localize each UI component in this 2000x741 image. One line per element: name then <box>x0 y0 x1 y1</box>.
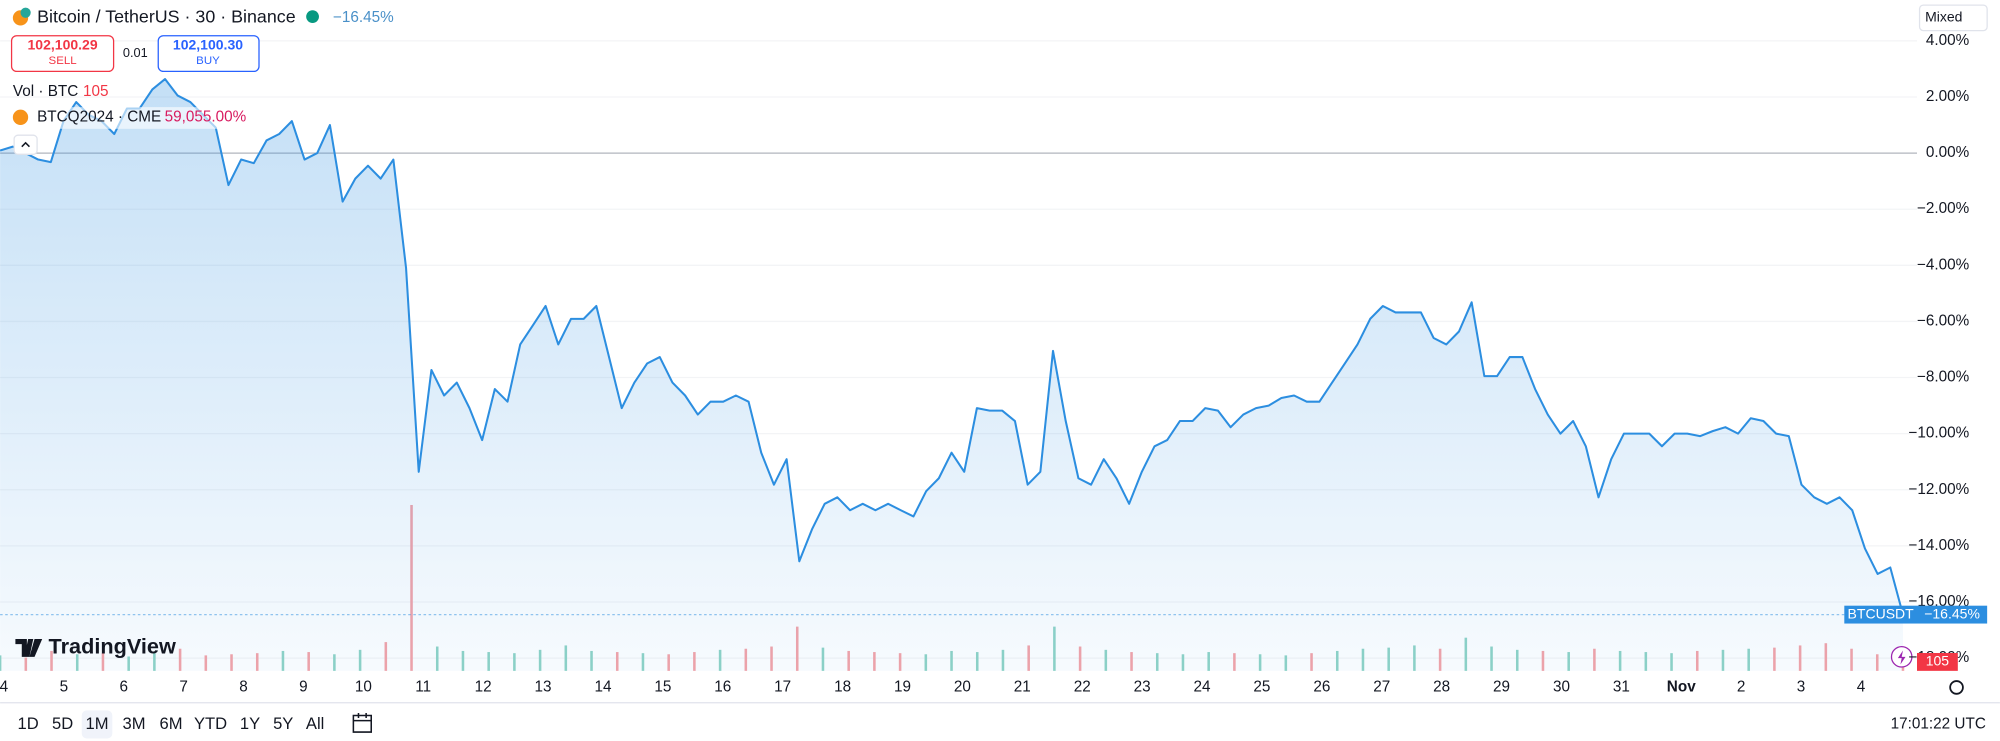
x-tick-label: 21 <box>1014 678 1031 695</box>
x-tick-label: 4 <box>1857 678 1866 695</box>
x-tick-label: 25 <box>1253 678 1270 695</box>
x-tick-label: 7 <box>179 678 188 695</box>
x-tick-label: 26 <box>1313 678 1330 695</box>
symbol-title[interactable]: Bitcoin / TetherUS · 30 · Binance <box>37 7 296 27</box>
symbol-icon-badge <box>20 7 31 18</box>
volume-tag <box>1917 652 1958 671</box>
settings-icon[interactable] <box>1949 680 1964 695</box>
range-button[interactable]: YTD <box>194 714 227 733</box>
x-tick-label: 20 <box>954 678 971 695</box>
ui-layer: Bitcoin / TetherUS · 30 · Binance −16.45… <box>0 4 2000 739</box>
y-tick-label: 0.00% <box>1926 144 1970 161</box>
x-tick-label: 22 <box>1074 678 1091 695</box>
buy-label[interactable]: BUY <box>196 55 220 67</box>
range-button[interactable]: 1M <box>86 714 109 733</box>
x-tick-label: 11 <box>415 678 431 695</box>
x-tick-label: 24 <box>1194 678 1212 695</box>
y-tick-label: 2.00% <box>1926 88 1970 105</box>
y-tick-label: −4.00% <box>1917 256 1970 273</box>
volume-tag-text: 105 <box>1926 653 1950 669</box>
sell-label[interactable]: SELL <box>49 55 77 67</box>
collapse-button[interactable] <box>13 134 38 155</box>
x-tick-label: 17 <box>774 678 791 695</box>
x-tick-label: 9 <box>299 678 308 695</box>
compare-bg <box>11 107 254 129</box>
x-tick-label: 23 <box>1134 678 1151 695</box>
volume-name[interactable]: Vol · BTC <box>13 83 78 100</box>
alert-bolt <box>1897 650 1906 665</box>
x-tick-label: 14 <box>594 678 612 695</box>
x-tick-label: 6 <box>119 678 128 695</box>
x-tick-label: 4 <box>0 678 9 695</box>
spread: 0.01 <box>123 45 148 60</box>
range-button[interactable]: All <box>306 714 324 733</box>
price-name-tag <box>1844 605 1918 624</box>
y-tick-label: −8.00% <box>1917 369 1970 386</box>
sell-button[interactable] <box>10 35 115 73</box>
date-range-icon[interactable] <box>352 712 372 733</box>
logo-text: TradingView <box>49 634 176 659</box>
range-button[interactable]: 6M <box>159 714 182 733</box>
x-tick-label: 13 <box>535 678 552 695</box>
x-tick-label: 8 <box>239 678 248 695</box>
x-tick-label: 30 <box>1553 678 1570 695</box>
volume-value: 105 <box>83 83 109 100</box>
x-tick-label: 18 <box>834 678 851 695</box>
x-tick-label: 5 <box>60 678 69 695</box>
logo-mark <box>15 638 43 657</box>
x-tick-label: 12 <box>475 678 492 695</box>
x-tick-label: 27 <box>1373 678 1390 695</box>
x-tick-label: 31 <box>1613 678 1630 695</box>
price-line <box>0 78 1904 615</box>
x-tick-label: 3 <box>1797 678 1806 695</box>
buy-button[interactable] <box>157 35 260 73</box>
x-tick-label: 28 <box>1433 678 1450 695</box>
range-button[interactable]: 5D <box>52 714 73 733</box>
area-fill <box>0 79 1903 671</box>
status-dot <box>306 10 319 23</box>
x-tick-label: 2 <box>1737 678 1746 695</box>
x-tick-label: 16 <box>714 678 731 695</box>
buy-price[interactable]: 102,100.30 <box>173 37 243 53</box>
collapse-icon <box>21 141 30 148</box>
y-tick-label: −2.00% <box>1917 200 1970 217</box>
y-tick-label: −6.00% <box>1917 312 1970 329</box>
plot-area <box>0 40 1918 671</box>
x-tick-label: 15 <box>654 678 671 695</box>
range-button[interactable]: 1Y <box>240 714 260 733</box>
range-button[interactable]: 3M <box>122 714 145 733</box>
clock: 17:01:22 UTC <box>1891 715 1986 732</box>
logo: TradingView <box>15 634 176 659</box>
y-tick-label: 4.00% <box>1926 32 1970 49</box>
compare-value: 59,055.00% <box>165 108 247 125</box>
header-change: −16.45% <box>333 9 394 26</box>
range-button[interactable]: 5Y <box>273 714 293 733</box>
y-tick-label: −10.00% <box>1908 425 1969 442</box>
x-tick-label: Nov <box>1667 678 1696 695</box>
mode-label[interactable]: Mixed <box>1925 9 1962 25</box>
x-tick-label: 10 <box>355 678 372 695</box>
mode-button[interactable] <box>1918 4 1988 32</box>
x-tick-label: 19 <box>894 678 911 695</box>
range-button[interactable]: 1D <box>18 714 39 733</box>
price-value-tag <box>1917 605 1988 624</box>
y-tick-label: −12.00% <box>1908 481 1969 498</box>
compare-icon <box>12 109 29 125</box>
x-tick-label: 29 <box>1493 678 1510 695</box>
range-active-bg <box>81 710 113 739</box>
sell-price[interactable]: 102,100.29 <box>28 37 98 53</box>
price-value: −16.45% <box>1924 605 1980 621</box>
compare-name[interactable]: BTCQ2024 · CME <box>37 108 161 125</box>
y-tick-label: −14.00% <box>1908 537 1969 554</box>
price-name: BTCUSDT <box>1848 605 1915 621</box>
